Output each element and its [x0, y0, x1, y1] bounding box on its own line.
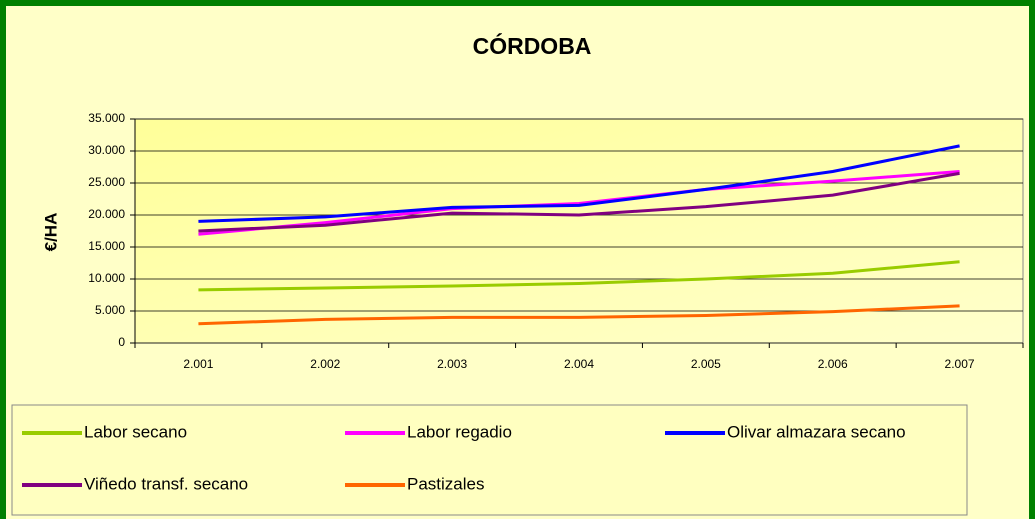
y-tick-label: 20.000 [88, 207, 125, 221]
legend-label: Olivar almazara secano [727, 422, 906, 441]
y-axis-label: €/HA [41, 213, 60, 252]
y-tick-label: 25.000 [88, 175, 125, 189]
x-tick-label: 2.005 [691, 357, 721, 371]
series-line [198, 144, 960, 223]
y-tick-label: 15.000 [88, 239, 125, 253]
x-tick-label: 2.007 [945, 357, 975, 371]
y-tick-label: 0 [118, 335, 125, 349]
x-tick-label: 2.002 [310, 357, 340, 371]
y-tick-label: 10.000 [88, 271, 125, 285]
legend-label: Labor secano [84, 422, 187, 441]
x-tick-label: 2.003 [437, 357, 467, 371]
legend-label: Labor regadio [407, 422, 512, 441]
chart-title: CÓRDOBA [473, 32, 592, 59]
series-line [198, 260, 960, 292]
legend-label: Viñedo transf. secano [84, 474, 248, 493]
plot-area [134, 118, 1024, 344]
series-line [198, 171, 960, 233]
series-line [198, 304, 960, 326]
x-tick-label: 2.006 [818, 357, 848, 371]
x-tick-label: 2.001 [183, 357, 213, 371]
y-tick-label: 30.000 [88, 143, 125, 157]
legend-label: Pastizales [407, 474, 484, 493]
x-tick-label: 2.004 [564, 357, 594, 371]
legend-box [11, 404, 968, 516]
y-tick-label: 5.000 [95, 303, 125, 317]
series-line [198, 169, 960, 236]
y-tick-label: 35.000 [88, 111, 125, 125]
